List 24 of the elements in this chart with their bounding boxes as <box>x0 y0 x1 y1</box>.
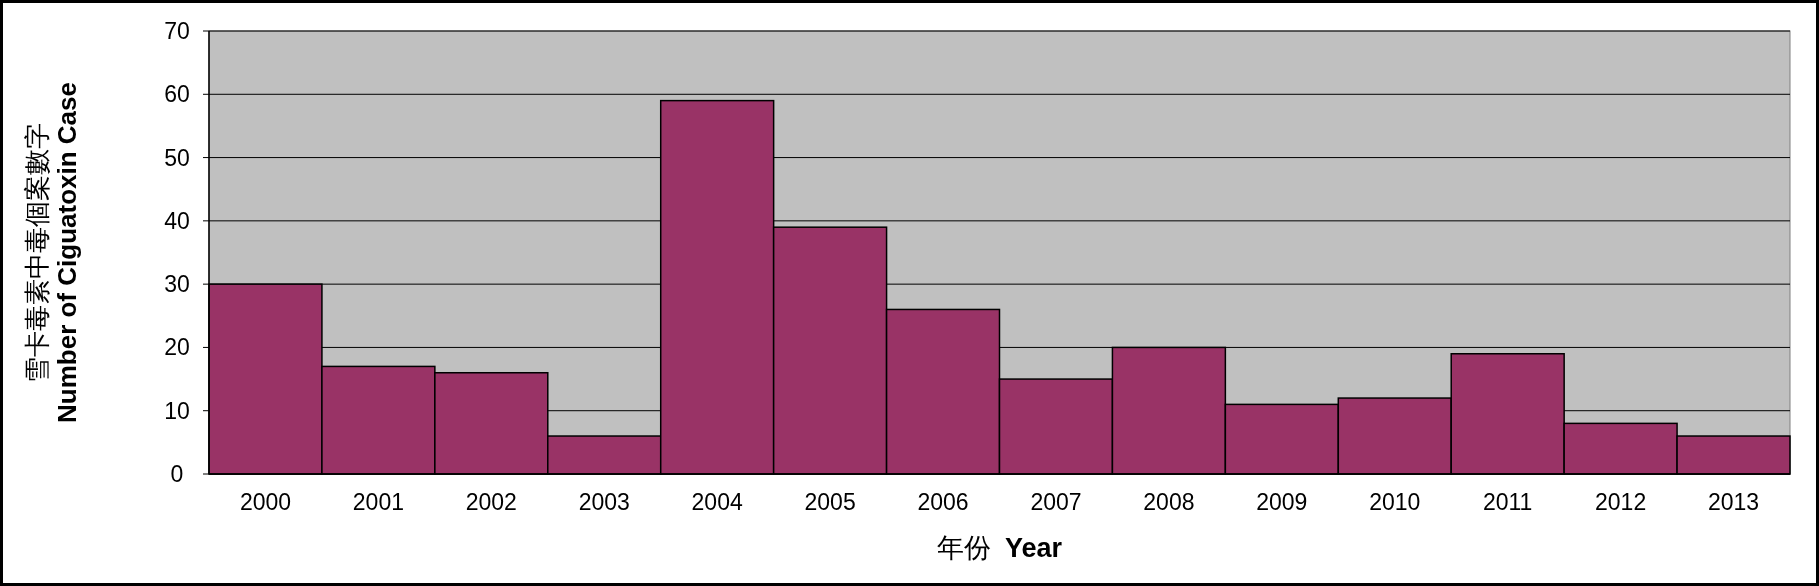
x-tick-label: 2001 <box>352 489 404 515</box>
x-axis-title: 年份 Year <box>936 533 1063 563</box>
x-tick-label: 2000 <box>239 489 292 515</box>
y-tick-label: 0 <box>170 461 184 487</box>
x-tick-label: 2012 <box>1595 489 1647 515</box>
x-tick-label: 2008 <box>1143 489 1195 515</box>
y-tick-label: 40 <box>164 207 190 234</box>
x-tick-label: 2013 <box>1707 489 1760 515</box>
x-tick-label: 2005 <box>804 489 856 515</box>
x-tick-label: 2006 <box>917 489 969 515</box>
y-tick-label: 20 <box>164 334 190 361</box>
y-tick-label: 70 <box>164 18 190 44</box>
y-tick-label: 10 <box>164 397 190 424</box>
x-tick-label: 2003 <box>578 489 630 515</box>
x-tick-label: 2010 <box>1369 489 1421 515</box>
x-tick-label: 2002 <box>465 489 517 515</box>
x-tick-label: 2011 <box>1482 489 1533 515</box>
x-tick-label: 2009 <box>1256 489 1308 515</box>
x-tick-label: 2004 <box>691 489 743 515</box>
y-tick-label: 30 <box>164 271 190 298</box>
x-tick-label: 2007 <box>1030 489 1082 515</box>
y-tick-label: 60 <box>164 81 190 108</box>
y-axis-title: 雪卡毒素中毒個案數字 Number of Ciguatoxin Case <box>22 82 82 423</box>
y-tick-label: 50 <box>164 144 190 171</box>
